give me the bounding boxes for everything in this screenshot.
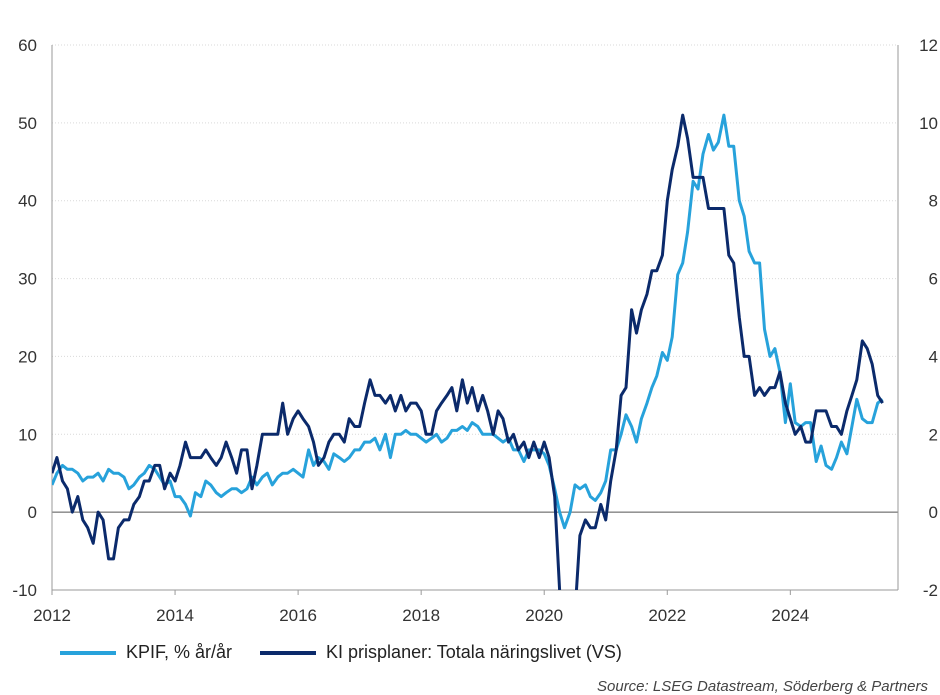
x-tick-label: 2012 bbox=[33, 606, 71, 625]
legend-item-ki: KI prisplaner: Totala näringslivet (VS) bbox=[260, 642, 622, 663]
legend-item-kpif: KPIF, % år/år bbox=[60, 642, 232, 663]
left-tick-label: 60 bbox=[18, 36, 37, 55]
left-tick-label: 30 bbox=[18, 270, 37, 289]
series-line-ki bbox=[52, 113, 884, 590]
x-tick-label: 2014 bbox=[156, 606, 194, 625]
x-tick-label: 2016 bbox=[279, 606, 317, 625]
x-tick-label: 2020 bbox=[525, 606, 563, 625]
x-tick-label: 2018 bbox=[402, 606, 440, 625]
right-tick-label: 12 bbox=[919, 36, 938, 55]
x-tick-label: 2024 bbox=[771, 606, 809, 625]
left-tick-label: 20 bbox=[18, 347, 37, 366]
right-tick-label: 2 bbox=[929, 425, 938, 444]
left-tick-label: 40 bbox=[18, 192, 37, 211]
right-tick-label: 8 bbox=[929, 192, 938, 211]
legend-swatch-kpif bbox=[60, 650, 116, 655]
left-tick-label: 10 bbox=[18, 425, 37, 444]
right-tick-label: 10 bbox=[919, 114, 938, 133]
series-line-kpif bbox=[52, 113, 884, 530]
legend-swatch-ki bbox=[260, 650, 317, 655]
left-tick-label: 0 bbox=[28, 503, 37, 522]
right-tick-label: -2 bbox=[923, 581, 938, 600]
left-tick-label: 50 bbox=[18, 114, 37, 133]
right-tick-label: 6 bbox=[929, 270, 938, 289]
source-note: Source: LSEG Datastream, Söderberg & Par… bbox=[597, 678, 928, 695]
right-tick-label: 4 bbox=[929, 347, 938, 366]
legend-label-kpif: KPIF, % år/år bbox=[126, 642, 233, 662]
legend: KPIF, % år/år KI prisplaner: Totala näri… bbox=[60, 642, 650, 663]
legend-label-ki: KI prisplaner: Totala näringslivet (VS) bbox=[326, 642, 622, 662]
x-tick-label: 2022 bbox=[648, 606, 686, 625]
left-tick-label: -10 bbox=[12, 581, 37, 600]
right-tick-label: 0 bbox=[929, 503, 938, 522]
